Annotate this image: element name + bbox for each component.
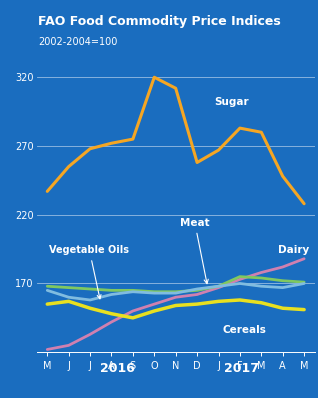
Text: Sugar: Sugar <box>214 97 249 107</box>
Text: FAO Food Commodity Price Indices: FAO Food Commodity Price Indices <box>38 16 280 28</box>
Text: 2002-2004=100: 2002-2004=100 <box>39 37 118 47</box>
Text: 2016: 2016 <box>100 363 135 375</box>
Text: Dairy: Dairy <box>279 245 310 255</box>
Text: Vegetable Oils: Vegetable Oils <box>49 245 129 299</box>
Text: 2017: 2017 <box>224 363 259 375</box>
Text: Meat: Meat <box>180 218 210 284</box>
Text: Cereals: Cereals <box>223 325 267 335</box>
